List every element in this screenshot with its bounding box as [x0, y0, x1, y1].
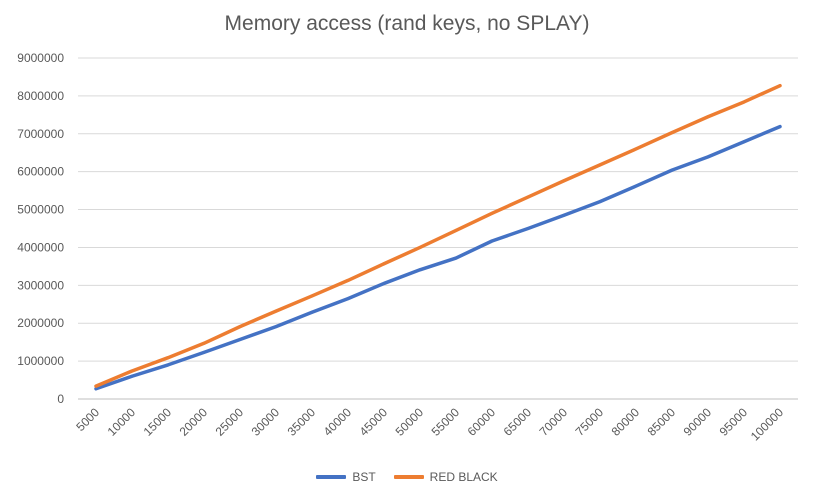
- x-tick-label: 100000: [748, 405, 786, 443]
- y-tick-label: 4000000: [17, 240, 64, 254]
- x-tick-label: 95000: [717, 405, 751, 439]
- x-tick-label: 65000: [501, 405, 535, 439]
- y-tick-label: 3000000: [17, 278, 64, 292]
- data-point-red-black: [562, 179, 566, 183]
- legend-swatch-red-black: [393, 475, 424, 479]
- data-point-red-black: [634, 147, 638, 151]
- legend-item-red-black: RED BLACK: [393, 470, 498, 484]
- data-point-red-black: [706, 115, 710, 119]
- y-tick-label: 0: [57, 392, 64, 406]
- data-point-bst: [706, 155, 710, 159]
- x-tick-label: 90000: [681, 405, 715, 439]
- data-point-bst: [418, 268, 422, 272]
- data-point-bst: [634, 184, 638, 188]
- data-point-red-black: [238, 325, 242, 329]
- chart-legend: BST RED BLACK: [0, 470, 814, 484]
- x-tick-label: 10000: [105, 405, 139, 439]
- data-point-bst: [454, 256, 458, 260]
- x-tick-label: 30000: [249, 405, 283, 439]
- data-point-red-black: [526, 195, 530, 199]
- data-point-bst: [382, 281, 386, 285]
- data-point-bst: [94, 387, 98, 391]
- data-point-bst: [598, 200, 602, 204]
- x-tick-label: 25000: [213, 405, 247, 439]
- data-point-bst: [166, 363, 170, 367]
- data-point-bst: [310, 310, 314, 314]
- y-tick-label: 2000000: [17, 316, 64, 330]
- x-tick-label: 5000: [73, 405, 102, 434]
- data-point-red-black: [454, 228, 458, 232]
- data-point-red-black: [166, 356, 170, 360]
- data-point-bst: [778, 125, 782, 129]
- data-point-red-black: [418, 245, 422, 249]
- data-point-bst: [274, 325, 278, 329]
- legend-item-bst: BST: [316, 470, 376, 484]
- data-point-red-black: [346, 278, 350, 282]
- x-tick-label: 55000: [429, 405, 463, 439]
- x-tick-label: 50000: [393, 405, 427, 439]
- legend-swatch-bst: [316, 475, 347, 479]
- data-point-red-black: [94, 384, 98, 388]
- data-point-bst: [238, 338, 242, 342]
- data-point-bst: [490, 239, 494, 243]
- data-point-red-black: [130, 369, 134, 373]
- data-point-bst: [562, 213, 566, 217]
- x-tick-label: 85000: [645, 405, 679, 439]
- data-point-bst: [670, 168, 674, 172]
- chart-title: Memory access (rand keys, no SPLAY): [224, 12, 590, 35]
- x-tick-label: 75000: [573, 405, 607, 439]
- data-point-red-black: [382, 262, 386, 266]
- data-point-bst: [742, 140, 746, 144]
- legend-label-bst: BST: [352, 470, 376, 484]
- data-point-bst: [526, 227, 530, 230]
- y-tick-label: 9000000: [17, 51, 64, 65]
- x-tick-label: 15000: [141, 405, 175, 439]
- x-tick-label: 40000: [321, 405, 355, 439]
- x-tick-label: 35000: [285, 405, 319, 439]
- data-point-red-black: [742, 100, 746, 104]
- data-point-red-black: [778, 84, 782, 88]
- series-line-bst: [94, 124, 782, 391]
- y-tick-label: 5000000: [17, 203, 64, 217]
- x-tick-label: 70000: [537, 405, 571, 439]
- x-tick-label: 45000: [357, 405, 391, 439]
- data-point-bst: [130, 374, 134, 378]
- y-tick-label: 7000000: [17, 127, 64, 141]
- series-line-red-black: [94, 83, 782, 388]
- y-tick-label: 1000000: [17, 354, 64, 368]
- data-point-red-black: [670, 131, 674, 135]
- data-point-bst: [346, 297, 350, 301]
- y-tick-label: 6000000: [17, 165, 64, 179]
- data-point-bst: [202, 350, 206, 354]
- data-point-red-black: [598, 163, 602, 167]
- data-point-red-black: [310, 294, 314, 298]
- data-point-red-black: [274, 309, 278, 313]
- data-point-red-black: [202, 341, 206, 345]
- data-point-red-black: [490, 211, 494, 215]
- x-tick-label: 80000: [609, 405, 643, 439]
- x-tick-label: 60000: [465, 405, 499, 439]
- x-tick-label: 20000: [177, 405, 211, 439]
- y-tick-label: 8000000: [17, 89, 64, 103]
- legend-label-red-black: RED BLACK: [429, 470, 498, 484]
